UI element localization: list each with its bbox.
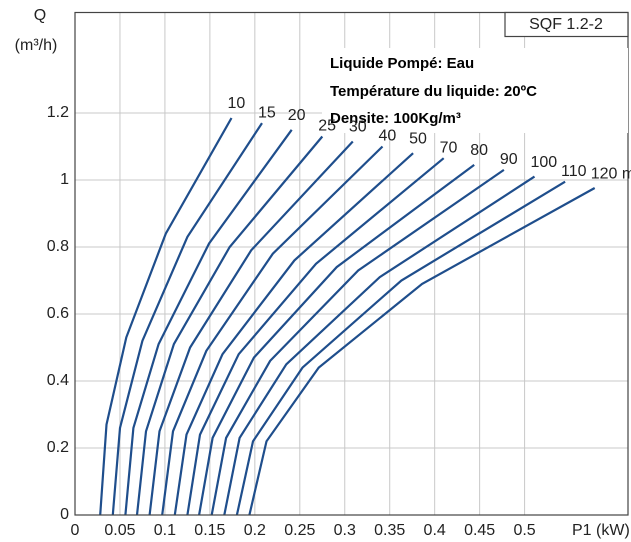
curve-label: 20: [288, 107, 306, 124]
pump-curve: [99, 117, 233, 516]
grid: [74, 12, 628, 516]
x-tick-label: 0: [71, 522, 80, 539]
pump-curve: [235, 180, 566, 516]
x-tick-label: 0.1: [154, 522, 176, 539]
pump-curve: [223, 175, 536, 516]
model-box: [504, 11, 629, 38]
pump-curve: [111, 122, 263, 516]
pump-curve: [135, 135, 324, 516]
curve-label: 25: [318, 118, 336, 135]
pump-curve: [161, 145, 384, 516]
pump-curve: [198, 164, 475, 516]
x-tick-label: 0.5: [513, 522, 535, 539]
info-bg: [322, 48, 628, 133]
plot-frame: [74, 11, 629, 516]
pump-curve: [210, 168, 505, 516]
pump-curve: [148, 140, 354, 516]
x-tick-label: 0.15: [194, 522, 225, 539]
annotation: Liquide Pompé: Eau: [330, 55, 474, 72]
x-tick-label: 0.25: [284, 522, 315, 539]
curve-label: 15: [258, 104, 276, 121]
model-label: SQF 1.2-2: [529, 16, 603, 33]
curve-label: 30: [349, 119, 367, 136]
y-tick-label: 0: [60, 506, 69, 523]
curve-label: 40: [379, 128, 397, 145]
pump-curve: [173, 152, 414, 516]
annotation: Température du liquide: 20ºC: [330, 83, 537, 100]
x-tick-label: 0.3: [334, 522, 356, 539]
x-tick-label: 0.2: [244, 522, 266, 539]
curve-label: 100: [530, 154, 557, 171]
y-tick-label: 0.6: [47, 305, 69, 322]
curve-label: 70: [440, 139, 458, 156]
curve-label: 120 m: [591, 165, 631, 182]
curve-label: 110: [561, 163, 587, 180]
annotation: Densite: 100Kg/m³: [330, 110, 461, 127]
curve-label: 80: [470, 142, 488, 159]
curve-label: 90: [500, 151, 518, 168]
y-tick-label: 0.2: [47, 439, 69, 456]
curves: [99, 117, 596, 516]
pump-curve: [248, 187, 596, 516]
y-tick-label: 0.8: [47, 238, 69, 255]
x-tick-label: 0.05: [104, 522, 135, 539]
pump-curve: [124, 129, 293, 516]
y-axis-label: Q: [34, 7, 46, 24]
y-axis-unit: (m³/h): [15, 37, 58, 54]
x-tick-label: 0.35: [374, 522, 405, 539]
y-tick-label: 1: [60, 171, 69, 188]
curve-label: 50: [409, 130, 427, 147]
x-tick-label: 0.45: [464, 522, 495, 539]
pump-curve: [186, 157, 445, 516]
curve-label: 10: [227, 95, 245, 112]
y-tick-label: 0.4: [47, 372, 69, 389]
x-axis-label: P1 (kW): [572, 522, 630, 539]
y-tick-label: 1.2: [47, 104, 69, 121]
x-tick-label: 0.4: [424, 522, 446, 539]
